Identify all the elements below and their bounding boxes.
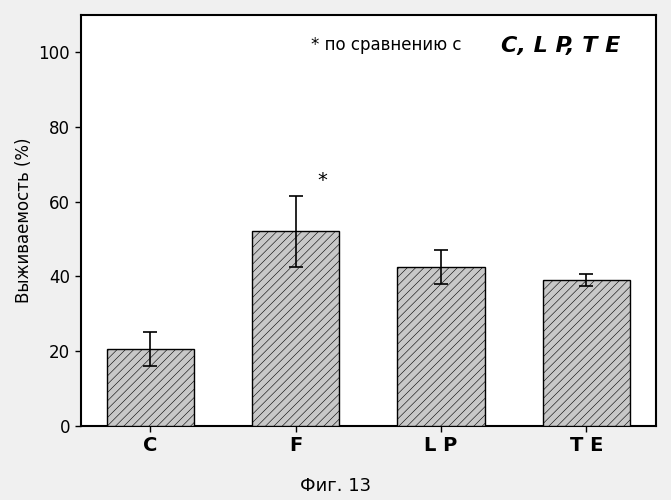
Text: Фиг. 13: Фиг. 13	[300, 477, 371, 495]
Text: * по сравнению с: * по сравнению с	[311, 36, 461, 54]
Bar	[543, 280, 630, 426]
Y-axis label: Выживаемость (%): Выживаемость (%)	[15, 138, 33, 303]
Bar	[252, 232, 340, 426]
Text: C, L P, T E: C, L P, T E	[501, 36, 620, 56]
Bar	[397, 267, 484, 426]
Text: *: *	[317, 172, 327, 190]
Bar	[107, 349, 194, 426]
